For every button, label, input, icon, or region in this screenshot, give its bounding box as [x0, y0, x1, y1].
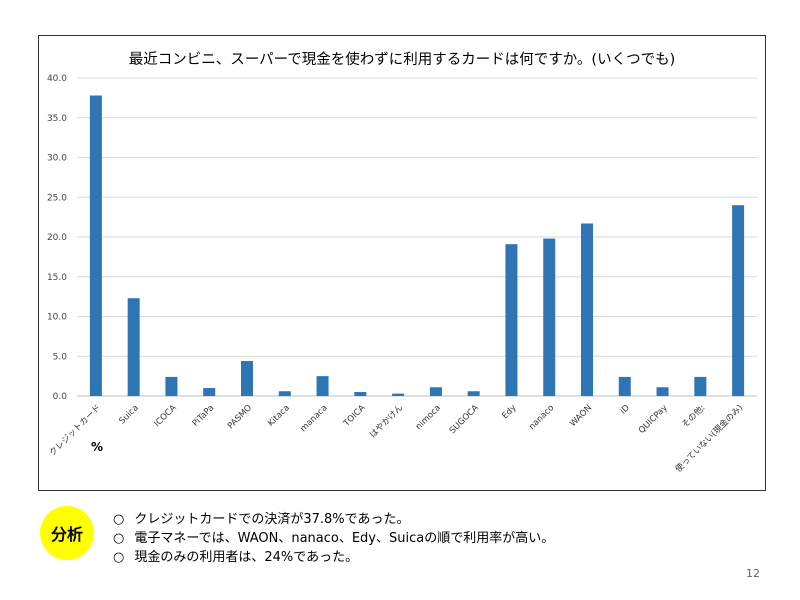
x-tick-label: Edy [500, 403, 518, 421]
y-unit-label: % [91, 440, 104, 454]
bar [89, 95, 102, 397]
bar [203, 388, 216, 396]
x-tick-label: はやかけん [368, 403, 405, 440]
y-tick-label: 5.0 [53, 352, 68, 362]
bar [694, 376, 707, 396]
x-tick-label: nimoca [414, 403, 443, 432]
bar [505, 244, 518, 396]
x-tick-label: PASMO [226, 403, 254, 431]
x-tick-label: nanaco [527, 403, 556, 432]
bar [127, 298, 140, 396]
y-tick-label: 25.0 [47, 193, 67, 203]
bar [467, 391, 480, 396]
analysis-badge: 分析 [40, 506, 94, 560]
x-tick-label: WAON [568, 403, 594, 429]
bar [392, 393, 405, 396]
x-tick-label: manaca [299, 403, 330, 434]
bar [618, 376, 631, 396]
y-tick-label: 0.0 [53, 392, 68, 402]
x-tick-label: ICOCA [152, 403, 178, 429]
bar [732, 205, 745, 396]
y-tick-label: 35.0 [47, 114, 67, 124]
x-tick-label: iD [619, 403, 633, 417]
chart-frame: 最近コンビニ、スーパーで現金を使わずに利用するカードは何ですか。(いくつでも) … [38, 35, 766, 491]
analysis-point: 現金のみの利用者は、24%であった。 [113, 548, 554, 567]
x-tick-label: その他: [680, 402, 708, 430]
chart-title: 最近コンビニ、スーパーで現金を使わずに利用するカードは何ですか。(いくつでも) [128, 52, 676, 68]
bar [543, 238, 556, 396]
analysis-point: クレジットカードでの決済が37.8%であった。 [113, 510, 554, 529]
bar [316, 376, 329, 396]
y-tick-label: 10.0 [47, 313, 67, 323]
bar [165, 376, 178, 396]
analysis-point: 電子マネーでは、WAON、nanaco、Edy、Suicaの順で利用率が高い。 [113, 529, 554, 548]
y-tick-label: 30.0 [47, 154, 67, 164]
bar [656, 387, 669, 396]
y-tick-label: 20.0 [47, 233, 67, 243]
bar-chart: 0.0 5.0 10.0 15.0 20.0 25.0 30.0 35.0 40.0 クレジットカ… [47, 74, 757, 475]
x-tick-label: TOICA [341, 403, 367, 429]
x-tick-label: クレジットカード [48, 403, 103, 458]
x-tick-label: PiTaPa [191, 403, 217, 429]
x-tick-label: 使っていない(現金のみ) [673, 402, 745, 474]
y-tick-label: 40.0 [47, 74, 67, 84]
bar [241, 361, 253, 396]
y-tick-label: 15.0 [47, 273, 67, 283]
analysis-list: クレジットカードでの決済が37.8%であった。 電子マネーでは、WAON、nan… [113, 510, 554, 567]
x-tick-label: QUICPay [637, 403, 670, 436]
x-tick-label: SUGOCA [448, 403, 481, 436]
page-number: 12 [746, 567, 760, 580]
bar [278, 391, 291, 396]
bar [354, 392, 367, 396]
x-tick-label: Kitaca [266, 403, 292, 429]
x-tick-label: Suica [117, 403, 140, 426]
bar [429, 387, 442, 396]
bar [581, 223, 593, 396]
